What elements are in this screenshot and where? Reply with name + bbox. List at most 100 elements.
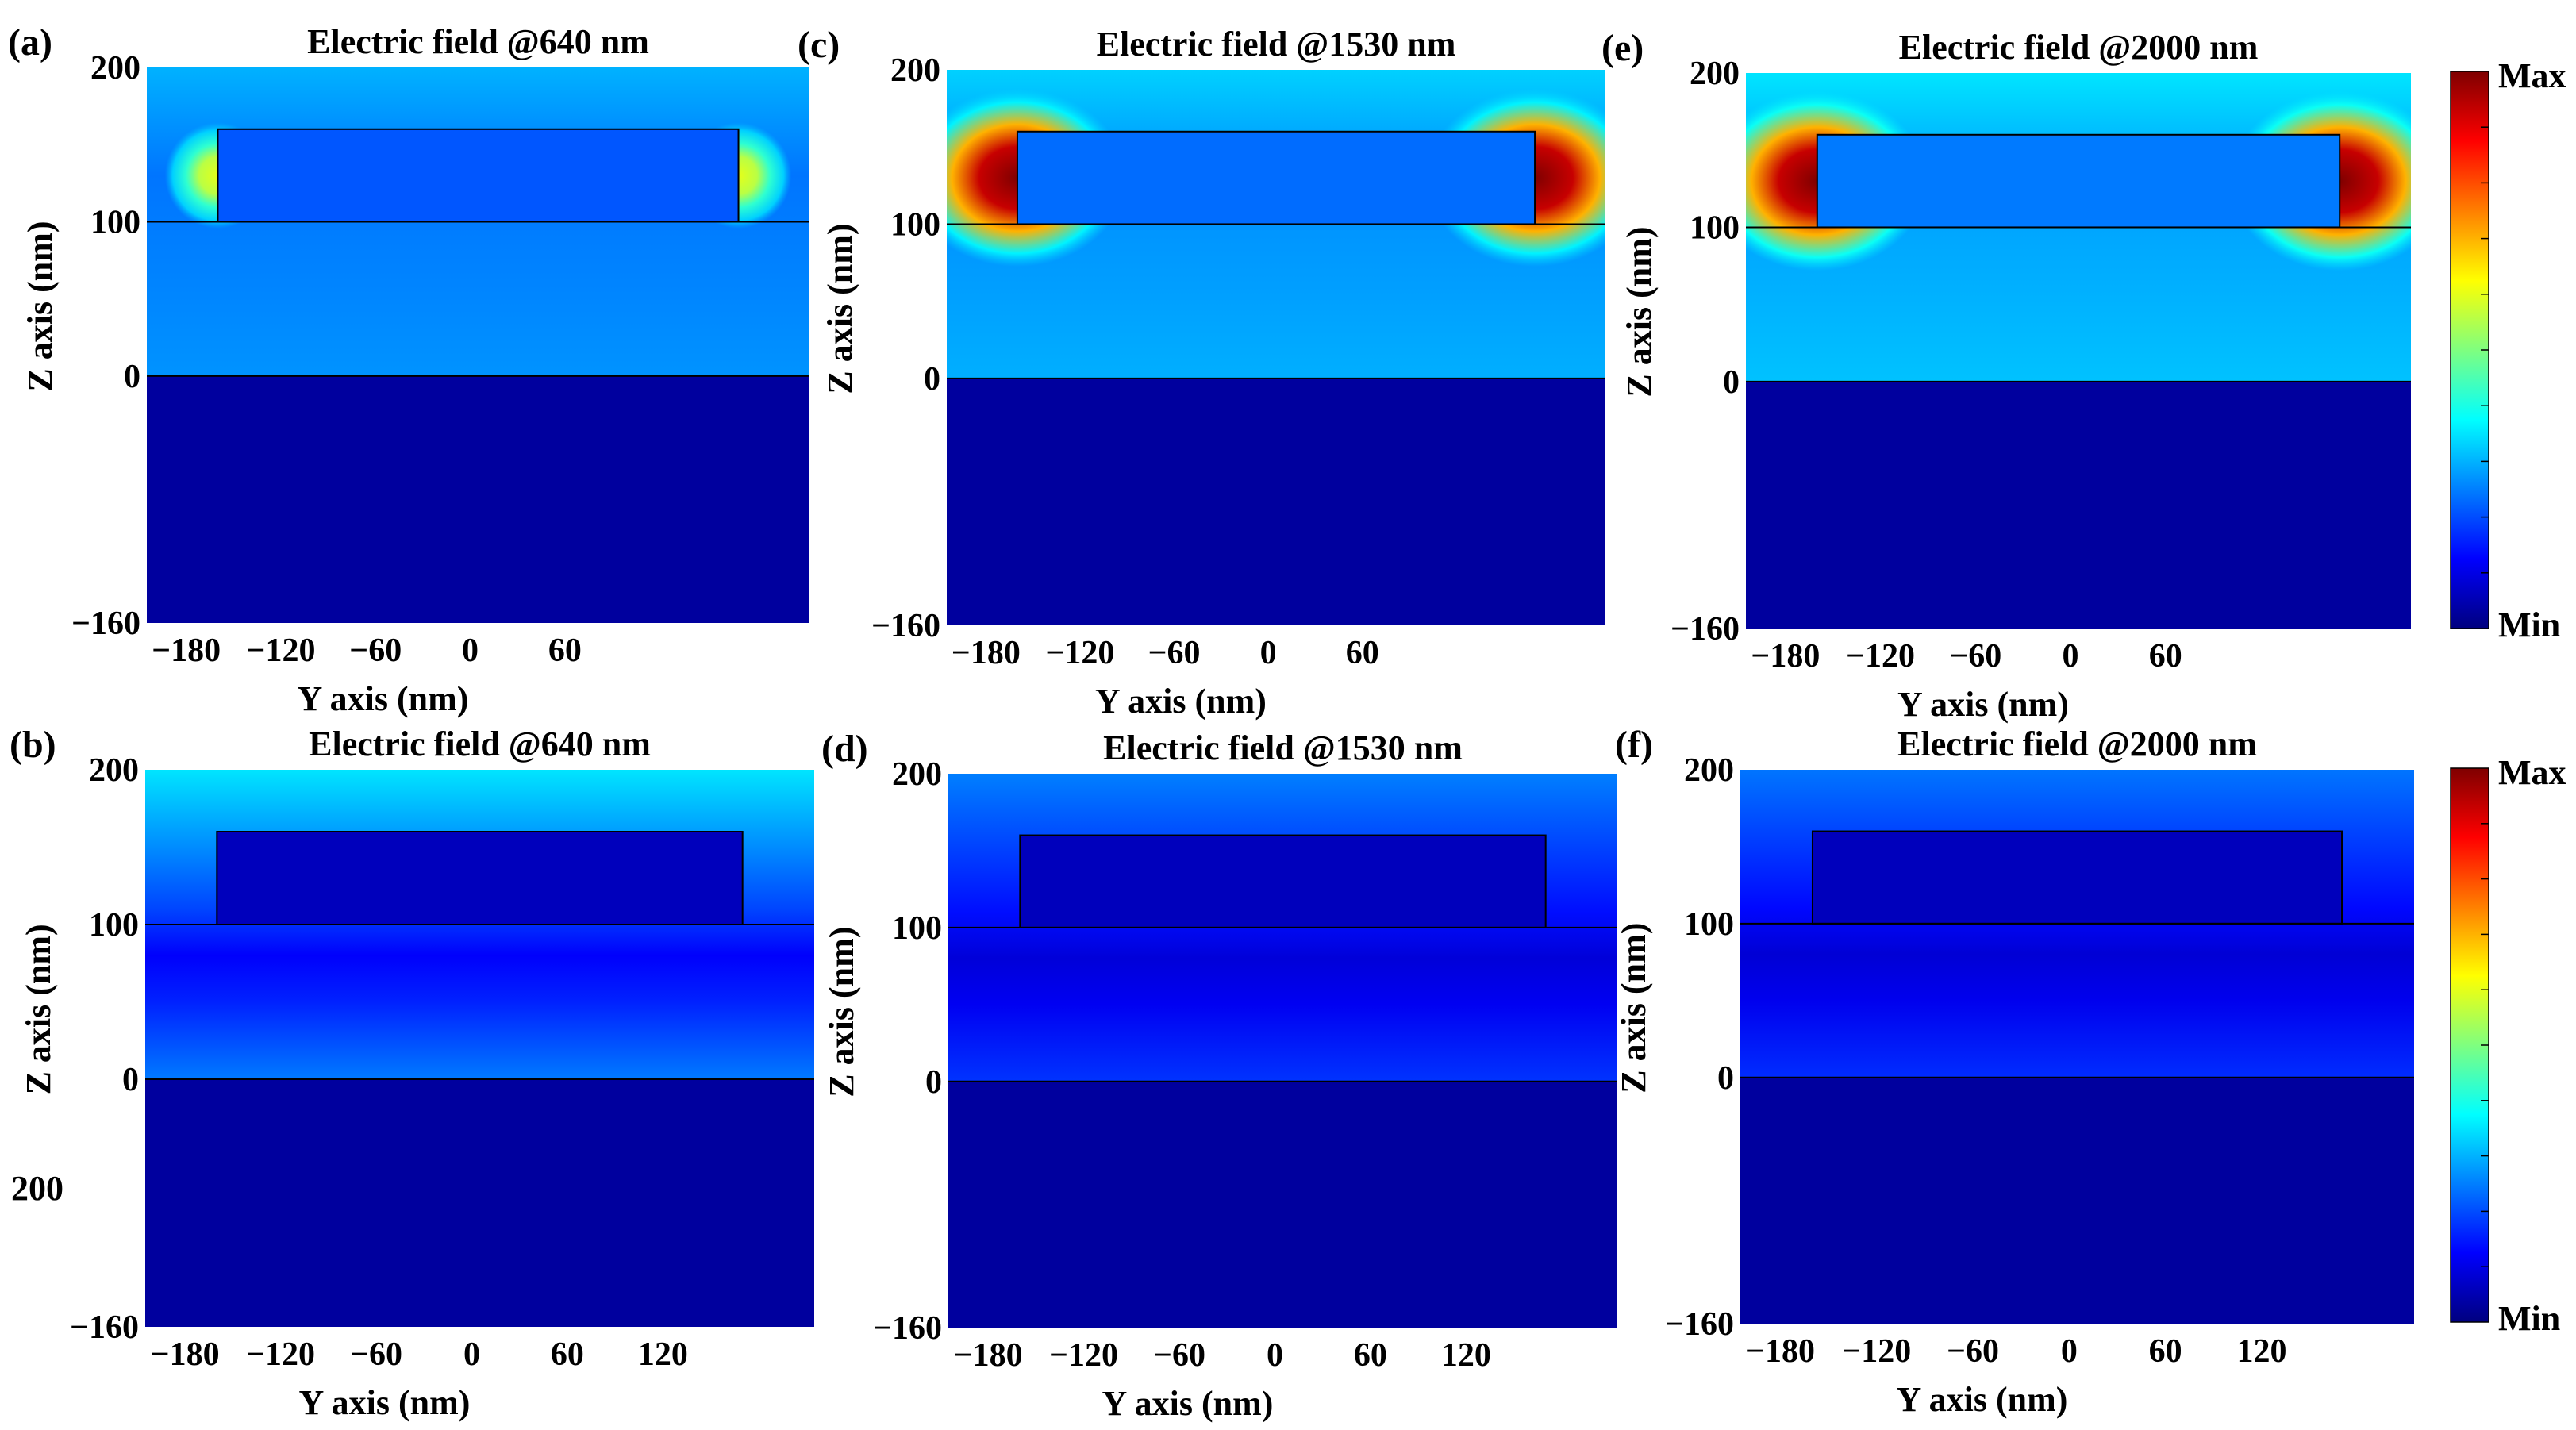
y-tick-label: 0	[925, 1064, 942, 1101]
strip-structure	[1816, 133, 2341, 229]
x-axis-label: Y axis (nm)	[1102, 1384, 1274, 1423]
y-tick-label: 100	[892, 910, 942, 947]
y-axis-label: Z axis (nm)	[1614, 923, 1653, 1094]
y-tick-label: 0	[124, 359, 140, 395]
x-tick-label: 60	[2149, 1333, 2182, 1370]
x-tick-label: 60	[548, 632, 582, 669]
y-tick-label: 100	[1690, 210, 1740, 246]
y-tick-label: 200	[890, 52, 940, 89]
y-tick-label: 0	[1723, 364, 1740, 401]
panel-label: (c)	[798, 24, 840, 66]
panel-c: Electric field @1530 nm (c) −180 −120 −60 0 60…	[798, 24, 1605, 721]
y-tick-label: −160	[71, 605, 140, 642]
field-map	[1740, 770, 2414, 1324]
x-tick-label: −60	[1148, 635, 1201, 671]
y-tick-label: 200	[1690, 56, 1740, 92]
x-axis-label: Y axis (nm)	[1095, 682, 1267, 721]
substrate-region	[948, 1081, 1617, 1328]
stray-label: 200	[11, 1169, 63, 1208]
field-map	[948, 774, 1617, 1328]
panel-title: Electric field @2000 nm	[1899, 28, 2259, 67]
x-tick-label: −180	[1746, 1333, 1815, 1370]
x-tick-label: −120	[1842, 1333, 1911, 1370]
x-axis-label: Y axis (nm)	[298, 679, 469, 718]
y-tick-label: 0	[924, 361, 940, 398]
x-tick-label: 0	[2061, 1333, 2078, 1370]
x-axis-label: Y axis (nm)	[1897, 685, 2069, 724]
substrate-region	[147, 375, 809, 623]
x-tick-label: −120	[246, 1336, 315, 1373]
x-axis-label: Y axis (nm)	[1897, 1380, 2068, 1419]
y-tick-label: 200	[1684, 752, 1734, 789]
x-tick-label: −180	[152, 632, 221, 669]
panel-a: Electric field @640 nm (a) −180 −120 −60 0 60 2…	[8, 21, 809, 718]
colorbar-min-label: Min	[2498, 1299, 2560, 1338]
y-tick-label: −160	[1665, 1306, 1734, 1343]
panel-title: Electric field @640 nm	[307, 22, 649, 61]
panel-title: Electric field @2000 nm	[1897, 725, 2257, 763]
panel-title: Electric field @1530 nm	[1097, 25, 1456, 63]
strip-structure	[1016, 130, 1536, 225]
x-tick-label: −60	[1153, 1337, 1205, 1374]
x-tick-label: 0	[462, 632, 479, 669]
x-tick-label: −180	[1751, 638, 1820, 675]
colorbar-min-label: Min	[2498, 605, 2560, 644]
strip-structure	[216, 831, 744, 925]
x-tick-label: −120	[1049, 1337, 1118, 1374]
y-tick-label: 200	[89, 752, 139, 789]
field-map	[147, 67, 809, 623]
x-tick-label: −60	[350, 1336, 402, 1373]
y-tick-label: 100	[90, 204, 140, 240]
field-map	[1746, 73, 2411, 629]
panel-label: (d)	[821, 728, 868, 770]
x-tick-label: −120	[247, 632, 316, 669]
y-axis-label: Z axis (nm)	[821, 223, 859, 394]
x-tick-label: 0	[1260, 635, 1277, 671]
x-tick-label: 60	[2149, 638, 2182, 675]
x-tick-label: 0	[2063, 638, 2079, 675]
panel-title: Electric field @1530 nm	[1103, 728, 1463, 767]
panel-label: (b)	[10, 724, 56, 766]
substrate-region	[1740, 1077, 2414, 1324]
substrate-region	[145, 1079, 814, 1327]
strip-structure	[217, 128, 740, 223]
panel-label: (a)	[8, 21, 52, 63]
x-tick-label: 60	[551, 1336, 584, 1373]
x-tick-label: −120	[1846, 638, 1915, 675]
y-tick-label: −160	[70, 1309, 139, 1346]
y-axis-label: Z axis (nm)	[822, 927, 861, 1097]
x-tick-label: 60	[1346, 635, 1379, 671]
field-map	[145, 770, 814, 1327]
x-tick-label: −180	[954, 1337, 1023, 1374]
panel-d: Electric field @1530 nm (d) −180 −120 −60 0 60…	[821, 728, 1617, 1423]
x-tick-label: 120	[1441, 1337, 1491, 1374]
y-tick-label: −160	[871, 608, 940, 644]
panel-label: (f)	[1615, 724, 1653, 766]
x-tick-label: −60	[349, 632, 402, 669]
x-tick-label: 120	[2236, 1333, 2286, 1370]
substrate-region	[1746, 381, 2411, 629]
colorbar: Max Min	[2450, 56, 2566, 644]
y-tick-label: 0	[1717, 1060, 1734, 1097]
panel-label: (e)	[1601, 27, 1644, 69]
field-map	[947, 70, 1605, 625]
x-tick-label: 60	[1354, 1337, 1387, 1374]
panel-title: Electric field @640 nm	[309, 725, 651, 763]
y-tick-label: 100	[1684, 906, 1734, 943]
x-tick-label: −60	[1949, 638, 2001, 675]
y-tick-label: 0	[122, 1062, 139, 1098]
x-tick-label: 120	[638, 1336, 688, 1373]
panel-b: Electric field @640 nm (b) −180 −120 −60 0 60 1…	[10, 724, 814, 1422]
substrate-region	[947, 378, 1605, 625]
panel-e: Electric field @2000 nm (e) −180 −120 −60 0 60…	[1601, 27, 2411, 724]
strip-structure	[1811, 830, 2343, 925]
x-tick-label: −180	[151, 1336, 220, 1373]
x-tick-label: 0	[463, 1336, 480, 1373]
y-axis-label: Z axis (nm)	[21, 221, 60, 391]
colorbar-max-label: Max	[2498, 56, 2566, 95]
y-tick-label: 200	[892, 756, 942, 793]
panel-f: Electric field @2000 nm (f) −180 −120 −60 0 60…	[1614, 724, 2414, 1419]
y-tick-label: 100	[890, 206, 940, 243]
colorbar-max-label: Max	[2498, 753, 2566, 792]
